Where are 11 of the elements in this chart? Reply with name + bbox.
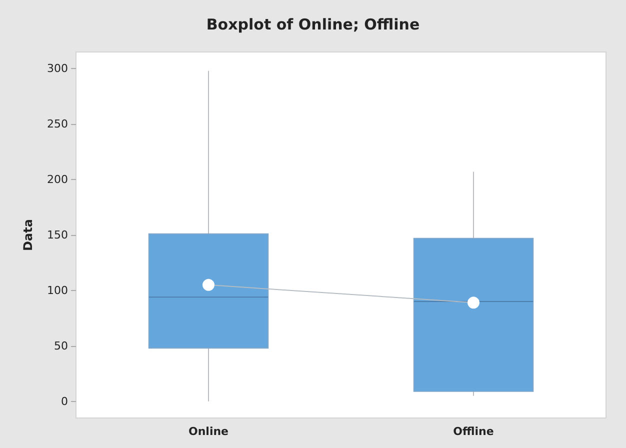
x-tick-label: Online (188, 425, 229, 438)
chart-title: Boxplot of Online; Offline (206, 16, 420, 34)
y-tick-label: 0 (61, 394, 68, 408)
y-tick-label: 150 (47, 228, 68, 242)
y-axis-title: Data (21, 219, 35, 251)
x-tick-label: Offline (453, 425, 494, 438)
y-tick-label: 250 (47, 118, 68, 131)
y-tick-label: 100 (47, 284, 68, 297)
y-tick-label: 50 (54, 339, 68, 352)
y-tick-label: 200 (47, 173, 68, 186)
y-tick-label: 300 (47, 62, 68, 76)
